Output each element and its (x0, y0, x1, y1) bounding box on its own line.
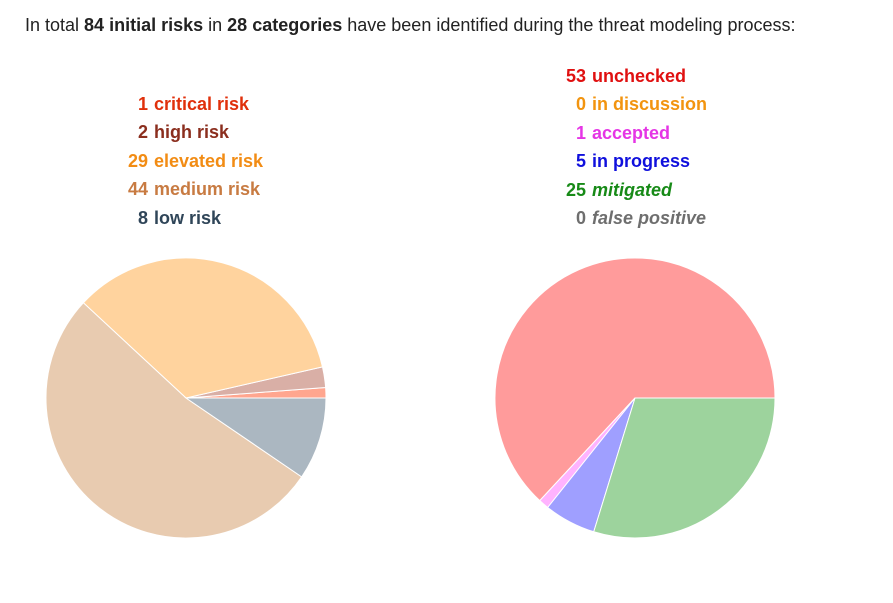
status-legend-item-false-positive: 0 false positive (558, 204, 707, 232)
severity-legend-count: 2 (137, 122, 148, 143)
status-slice-mitigated (593, 397, 776, 539)
severity-pie-chart (45, 257, 327, 539)
severity-slice-elevated-risk (82, 257, 324, 399)
intro-sentence: In total 84 initial risks in 28 categori… (25, 15, 796, 36)
status-legend-item-mitigated: 25 mitigated (558, 176, 707, 204)
intro-middle: in (203, 15, 228, 35)
status-legend-item-in-progress: 5 in progress (558, 147, 707, 175)
status-legend-count: 0 (575, 94, 586, 115)
status-legend-count: 53 (565, 66, 586, 86)
severity-legend-item-critical-risk: 1 critical risk (120, 90, 263, 118)
status-legend-count: 5 (575, 151, 586, 172)
severity-legend-label: critical risk (154, 94, 250, 114)
severity-legend-item-medium-risk: 44 medium risk (120, 175, 263, 203)
status-slice-unchecked (494, 257, 776, 502)
severity-legend: 1 critical risk 2 high risk 29 elevated risk 4… (120, 90, 263, 232)
severity-legend-count: 29 (127, 150, 148, 171)
total-risks-count: 84 (84, 15, 105, 35)
severity-legend-count: 1 (137, 94, 148, 114)
status-legend-label: in progress (592, 151, 691, 172)
total-categories-count: 28 (227, 15, 248, 35)
status-legend-count: 1 (575, 122, 586, 143)
severity-legend-label: elevated risk (154, 150, 264, 171)
status-pie-chart (494, 257, 776, 539)
status-legend-label: unchecked (592, 66, 687, 86)
total-categories-label: categories (252, 15, 343, 35)
severity-legend-count: 8 (137, 207, 148, 228)
severity-legend-item-elevated-risk: 29 elevated risk (120, 147, 263, 175)
status-legend-label: false positive (592, 207, 707, 228)
total-risks-label: initial risks (109, 15, 204, 35)
intro-prefix: In total (25, 15, 85, 35)
severity-legend-count: 44 (127, 179, 148, 200)
status-legend: 53 unchecked 0 in discussion 1 accepted 5 in pr… (558, 62, 707, 232)
status-legend-item-unchecked: 53 unchecked (558, 62, 707, 90)
status-legend-label: in discussion (592, 94, 708, 115)
intro-suffix: have been identified during the threat m… (342, 15, 796, 35)
status-legend-item-accepted: 1 accepted (558, 119, 707, 147)
severity-legend-label: low risk (154, 207, 222, 228)
severity-legend-item-low-risk: 8 low risk (120, 204, 263, 232)
severity-legend-item-high-risk: 2 high risk (120, 118, 263, 146)
status-legend-label: accepted (592, 122, 671, 143)
severity-slice-medium-risk (45, 302, 303, 539)
severity-legend-label: medium risk (154, 179, 261, 200)
severity-slice-low-risk (184, 397, 327, 478)
status-legend-item-in-discussion: 0 in discussion (558, 90, 707, 118)
status-legend-label: mitigated (592, 179, 673, 200)
status-legend-count: 0 (575, 207, 586, 228)
status-legend-count: 25 (565, 179, 586, 200)
severity-legend-label: high risk (154, 122, 230, 143)
